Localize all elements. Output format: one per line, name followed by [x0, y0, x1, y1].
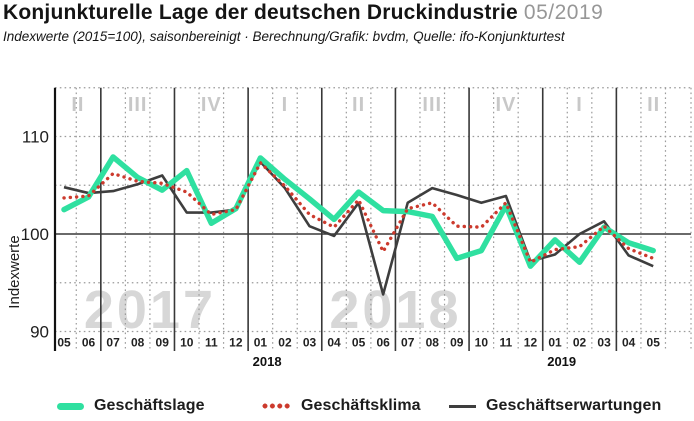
y-tick-label: 110 — [22, 128, 49, 147]
month-label: 07 — [106, 336, 120, 350]
month-label: 10 — [180, 336, 194, 350]
series-line-geschftslage — [61, 154, 656, 269]
month-label: 12 — [524, 336, 538, 350]
quarter-label: I — [282, 94, 289, 116]
month-label: 08 — [426, 336, 440, 350]
month-label: 03 — [597, 336, 611, 350]
series-line-geschftsklima — [62, 161, 655, 264]
month-label: 09 — [450, 336, 464, 350]
legend-item-geschaeftslage: Geschäftslage — [57, 394, 205, 418]
y-tick-label: 90 — [30, 323, 49, 342]
quarter-label: II — [647, 94, 660, 116]
month-label: 09 — [156, 336, 170, 350]
series-line-geschftserwartungen — [63, 160, 654, 296]
legend-label: Geschäftsklima — [301, 397, 421, 414]
quarter-label: IV — [201, 94, 222, 116]
month-label: 04 — [327, 336, 341, 350]
month-label: 01 — [254, 336, 268, 350]
quarter-label: II — [352, 94, 365, 116]
month-label: 04 — [622, 336, 636, 350]
month-label: 01 — [548, 336, 562, 350]
month-label: 05 — [352, 336, 366, 350]
month-label: 07 — [401, 336, 415, 350]
month-label: 11 — [205, 336, 218, 350]
month-label: 05 — [647, 336, 661, 350]
y-axis-title: Indexwerte — [6, 235, 23, 308]
legend-label: Geschäftserwartungen — [486, 397, 662, 414]
chart-subtitle: Indexwerte (2015=100), saisonbereinigt ·… — [3, 29, 565, 44]
quarter-label: II — [71, 94, 84, 116]
chart-legend: Geschäftslage Geschäftsklima Geschäftser… — [0, 394, 694, 418]
legend-item-geschaeftserwartungen: Geschäftserwartungen — [449, 394, 661, 418]
quarter-label: I — [576, 94, 583, 116]
month-label: 10 — [475, 336, 489, 350]
y-tick-label: 100 — [21, 225, 49, 244]
month-label: 11 — [500, 336, 513, 350]
chart-title: Konjunkturelle Lage der deutschen Drucki… — [3, 0, 693, 26]
chart-period: 05/2019 — [523, 1, 604, 24]
month-label: 02 — [278, 336, 292, 350]
month-label: 03 — [303, 336, 317, 350]
chart-header: Konjunkturelle Lage der deutschen Drucki… — [3, 0, 693, 44]
chart-title-text: Konjunkturelle Lage der deutschen Drucki… — [3, 1, 518, 24]
month-label: 06 — [82, 336, 96, 350]
quarter-label: III — [422, 94, 442, 116]
legend-item-geschaeftsklima: Geschäftsklima — [262, 394, 421, 418]
month-label: 12 — [229, 336, 243, 350]
geschaeftslage-line-swatch-icon — [57, 402, 84, 410]
year-watermark: 2018 — [329, 280, 461, 340]
month-label: 05 — [57, 336, 71, 350]
month-label: 02 — [573, 336, 587, 350]
year-label: 2018 — [253, 354, 282, 369]
geschaeftserwartungen-line-swatch-icon — [449, 404, 476, 408]
month-label: 06 — [376, 336, 390, 350]
quarter-label: III — [128, 94, 148, 116]
geschaeftsklima-dotted-swatch-icon — [262, 403, 291, 409]
month-label: 08 — [131, 336, 145, 350]
year-watermark: 2017 — [84, 280, 216, 340]
year-label: 2019 — [547, 354, 576, 369]
quarter-label: IV — [495, 94, 516, 116]
legend-label: Geschäftslage — [94, 397, 205, 414]
